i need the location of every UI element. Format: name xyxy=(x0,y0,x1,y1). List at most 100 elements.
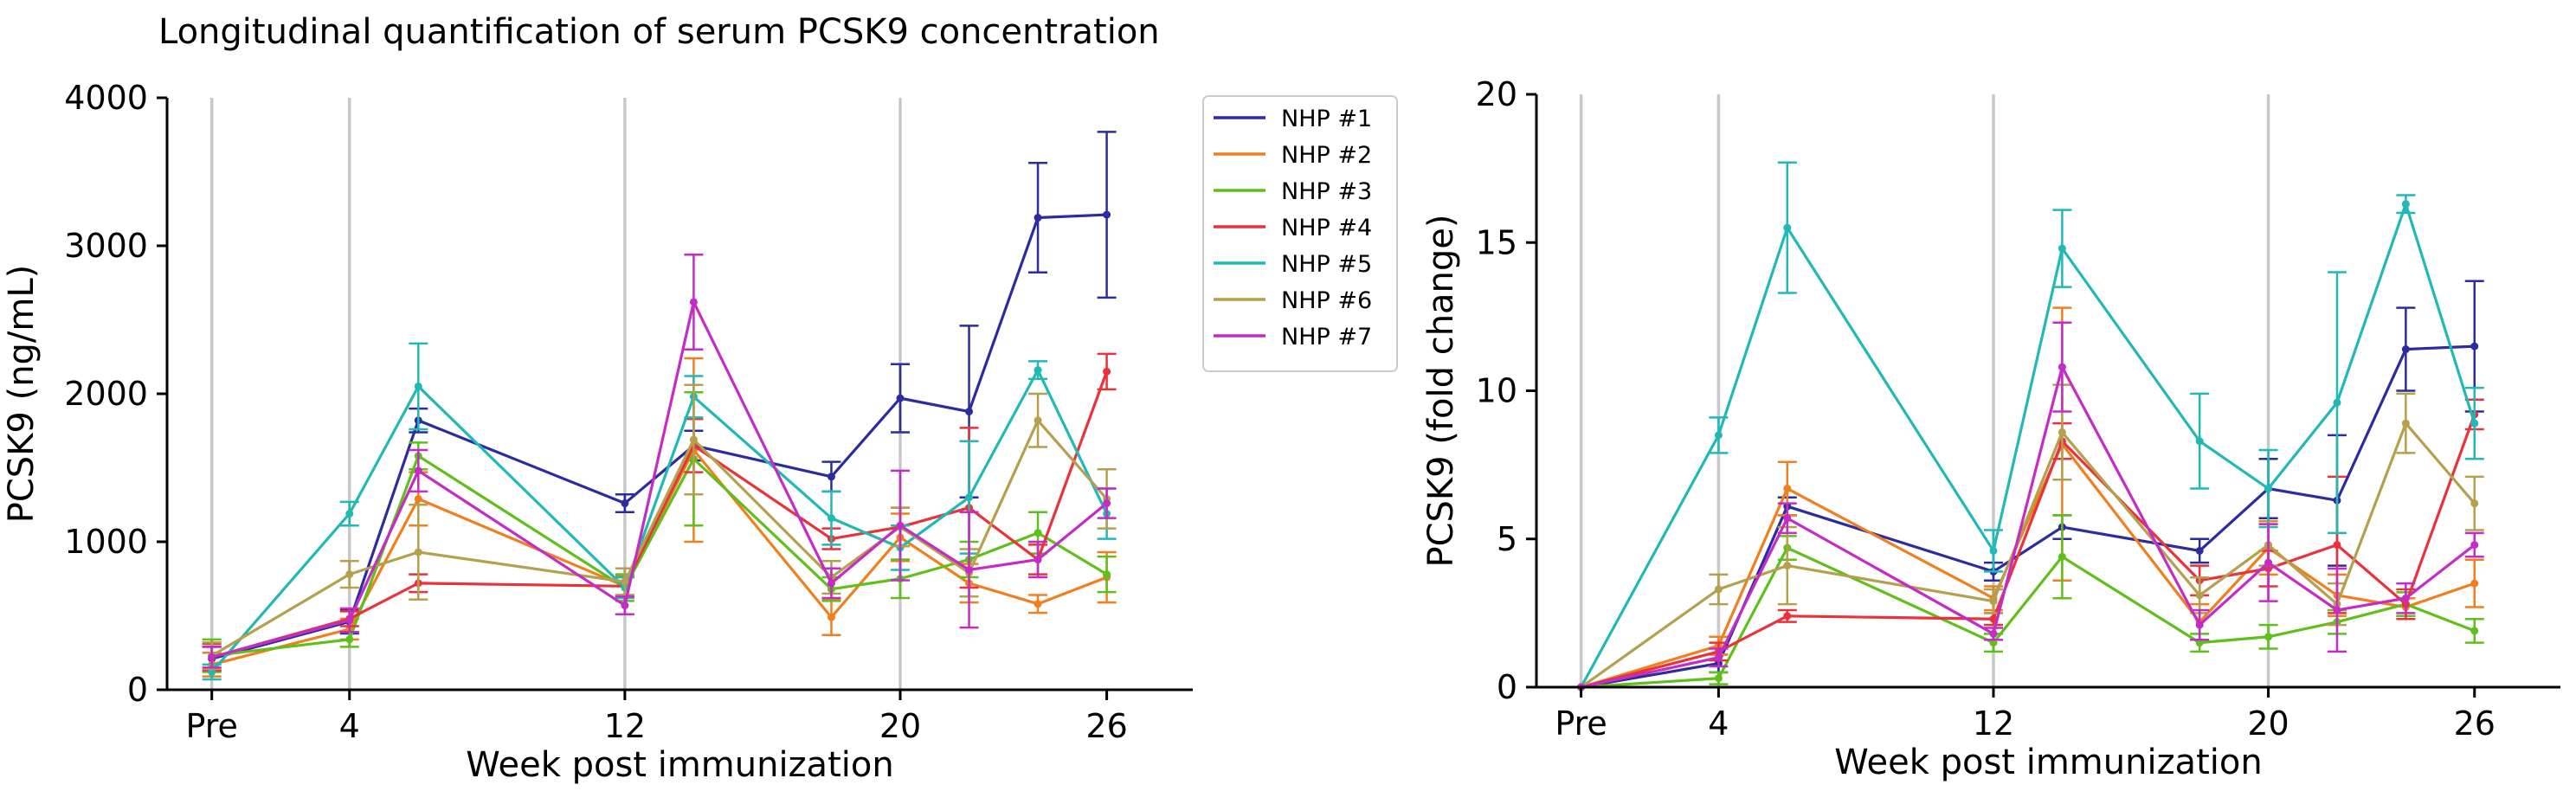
legend-frame xyxy=(1202,95,1398,372)
data-point xyxy=(414,494,422,503)
data-point xyxy=(2195,621,2204,629)
data-point xyxy=(2401,200,2410,209)
data-point xyxy=(1989,597,1998,606)
figure-title: Longitudinal quantification of serum PCS… xyxy=(158,12,1160,52)
legend-entry: NHP #6 xyxy=(1214,287,1372,314)
data-point xyxy=(827,514,835,523)
series-line xyxy=(210,419,1108,658)
data-point xyxy=(1714,674,1723,683)
data-point xyxy=(2401,594,2410,602)
y-axis-label: PCSK9 (ng/mL) xyxy=(2,265,42,524)
x-tick-label: Pre xyxy=(1555,704,1607,743)
data-point xyxy=(689,298,698,306)
data-point xyxy=(896,394,905,402)
panel-fold-change: 0 5 10 15 20 Pre 4 12 20 26 Week post immunization… xyxy=(1421,75,2560,782)
series-line xyxy=(211,370,1109,659)
data-point xyxy=(2470,579,2479,588)
data-point xyxy=(965,408,974,416)
series-line xyxy=(211,300,1108,659)
data-point xyxy=(1989,546,1998,555)
y-tick-label: 4000 xyxy=(64,79,148,117)
data-point xyxy=(965,493,974,502)
data-point xyxy=(2058,552,2066,561)
data-point xyxy=(2195,437,2204,446)
legend-label: NHP #1 xyxy=(1281,106,1372,132)
data-point xyxy=(965,565,974,574)
data-point xyxy=(621,499,629,508)
series-3 xyxy=(1577,514,2484,691)
data-point xyxy=(1034,214,1042,222)
series-line xyxy=(1581,546,2476,689)
data-point xyxy=(1103,210,1111,219)
data-point xyxy=(1714,585,1723,594)
x-tick-label: 20 xyxy=(2247,704,2289,743)
data-point xyxy=(2333,606,2341,614)
x-tick-label: Pre xyxy=(185,707,237,745)
data-point xyxy=(1714,431,1723,440)
data-point xyxy=(2470,499,2479,508)
data-point xyxy=(2195,591,2204,600)
x-axis-label: Week post immunization xyxy=(1834,743,2262,782)
data-point xyxy=(1103,367,1111,376)
data-point xyxy=(2401,419,2410,428)
legend-label: NHP #5 xyxy=(1281,251,1372,278)
data-point xyxy=(2264,485,2273,493)
y-tick-label: 0 xyxy=(1497,668,1517,706)
series-line xyxy=(210,369,1109,673)
x-tick-label: 12 xyxy=(1973,704,2014,743)
data-point xyxy=(1783,562,1792,570)
legend-entry: NHP #5 xyxy=(1214,251,1372,278)
data-point xyxy=(345,635,354,644)
data-point xyxy=(1989,629,1998,638)
data-point xyxy=(2470,541,2479,550)
data-point xyxy=(689,435,698,444)
panel-absolute-concentration: 0 1000 2000 3000 4000 Pre 4 12 20 26 Week post imm… xyxy=(2,79,1193,785)
series-7 xyxy=(1577,321,2484,691)
y-tick-label: 5 xyxy=(1497,520,1517,558)
data-point xyxy=(1034,366,1042,375)
legend-entry: NHP #4 xyxy=(1214,215,1372,241)
data-point xyxy=(208,653,216,661)
series-1 xyxy=(202,131,1117,672)
data-point xyxy=(414,382,422,390)
data-point xyxy=(1783,612,1792,621)
data-point xyxy=(2058,428,2066,436)
series-7 xyxy=(202,254,1117,669)
data-point xyxy=(621,601,629,610)
data-point xyxy=(1034,529,1042,537)
data-point xyxy=(414,466,422,475)
data-point xyxy=(1103,499,1111,508)
x-tick-label: 20 xyxy=(879,707,921,745)
data-point xyxy=(2401,345,2410,354)
series-3 xyxy=(202,391,1117,673)
series-line xyxy=(1581,414,2476,689)
legend-label: NHP #3 xyxy=(1281,178,1372,205)
legend: NHP #1 NHP #2 NHP #3 NHP #4 NHP #5 NHP #… xyxy=(1202,95,1398,372)
data-point xyxy=(2058,363,2066,371)
data-point xyxy=(345,570,354,579)
data-point xyxy=(2470,342,2479,351)
data-point xyxy=(414,548,422,556)
data-point xyxy=(827,473,835,481)
series-line xyxy=(1580,203,2476,688)
data-point xyxy=(1783,514,1792,523)
data-point xyxy=(827,579,835,588)
series-line xyxy=(1580,421,2476,689)
data-point xyxy=(1034,556,1042,564)
data-point xyxy=(1783,485,1792,493)
data-point xyxy=(2333,398,2341,407)
data-point xyxy=(1103,570,1111,579)
y-tick-label: 1000 xyxy=(64,523,148,561)
series-line xyxy=(1581,365,2476,689)
data-point xyxy=(1034,600,1042,608)
data-point xyxy=(2333,541,2341,550)
data-point xyxy=(345,510,354,518)
x-tick-label: 26 xyxy=(2454,704,2496,743)
legend-entry: NHP #1 xyxy=(1214,106,1372,132)
series-5 xyxy=(1577,161,2484,691)
data-point xyxy=(2058,244,2066,253)
data-point xyxy=(2264,558,2273,567)
series-line xyxy=(1581,442,2476,689)
data-point xyxy=(827,613,835,621)
legend-entry: NHP #7 xyxy=(1214,324,1372,351)
